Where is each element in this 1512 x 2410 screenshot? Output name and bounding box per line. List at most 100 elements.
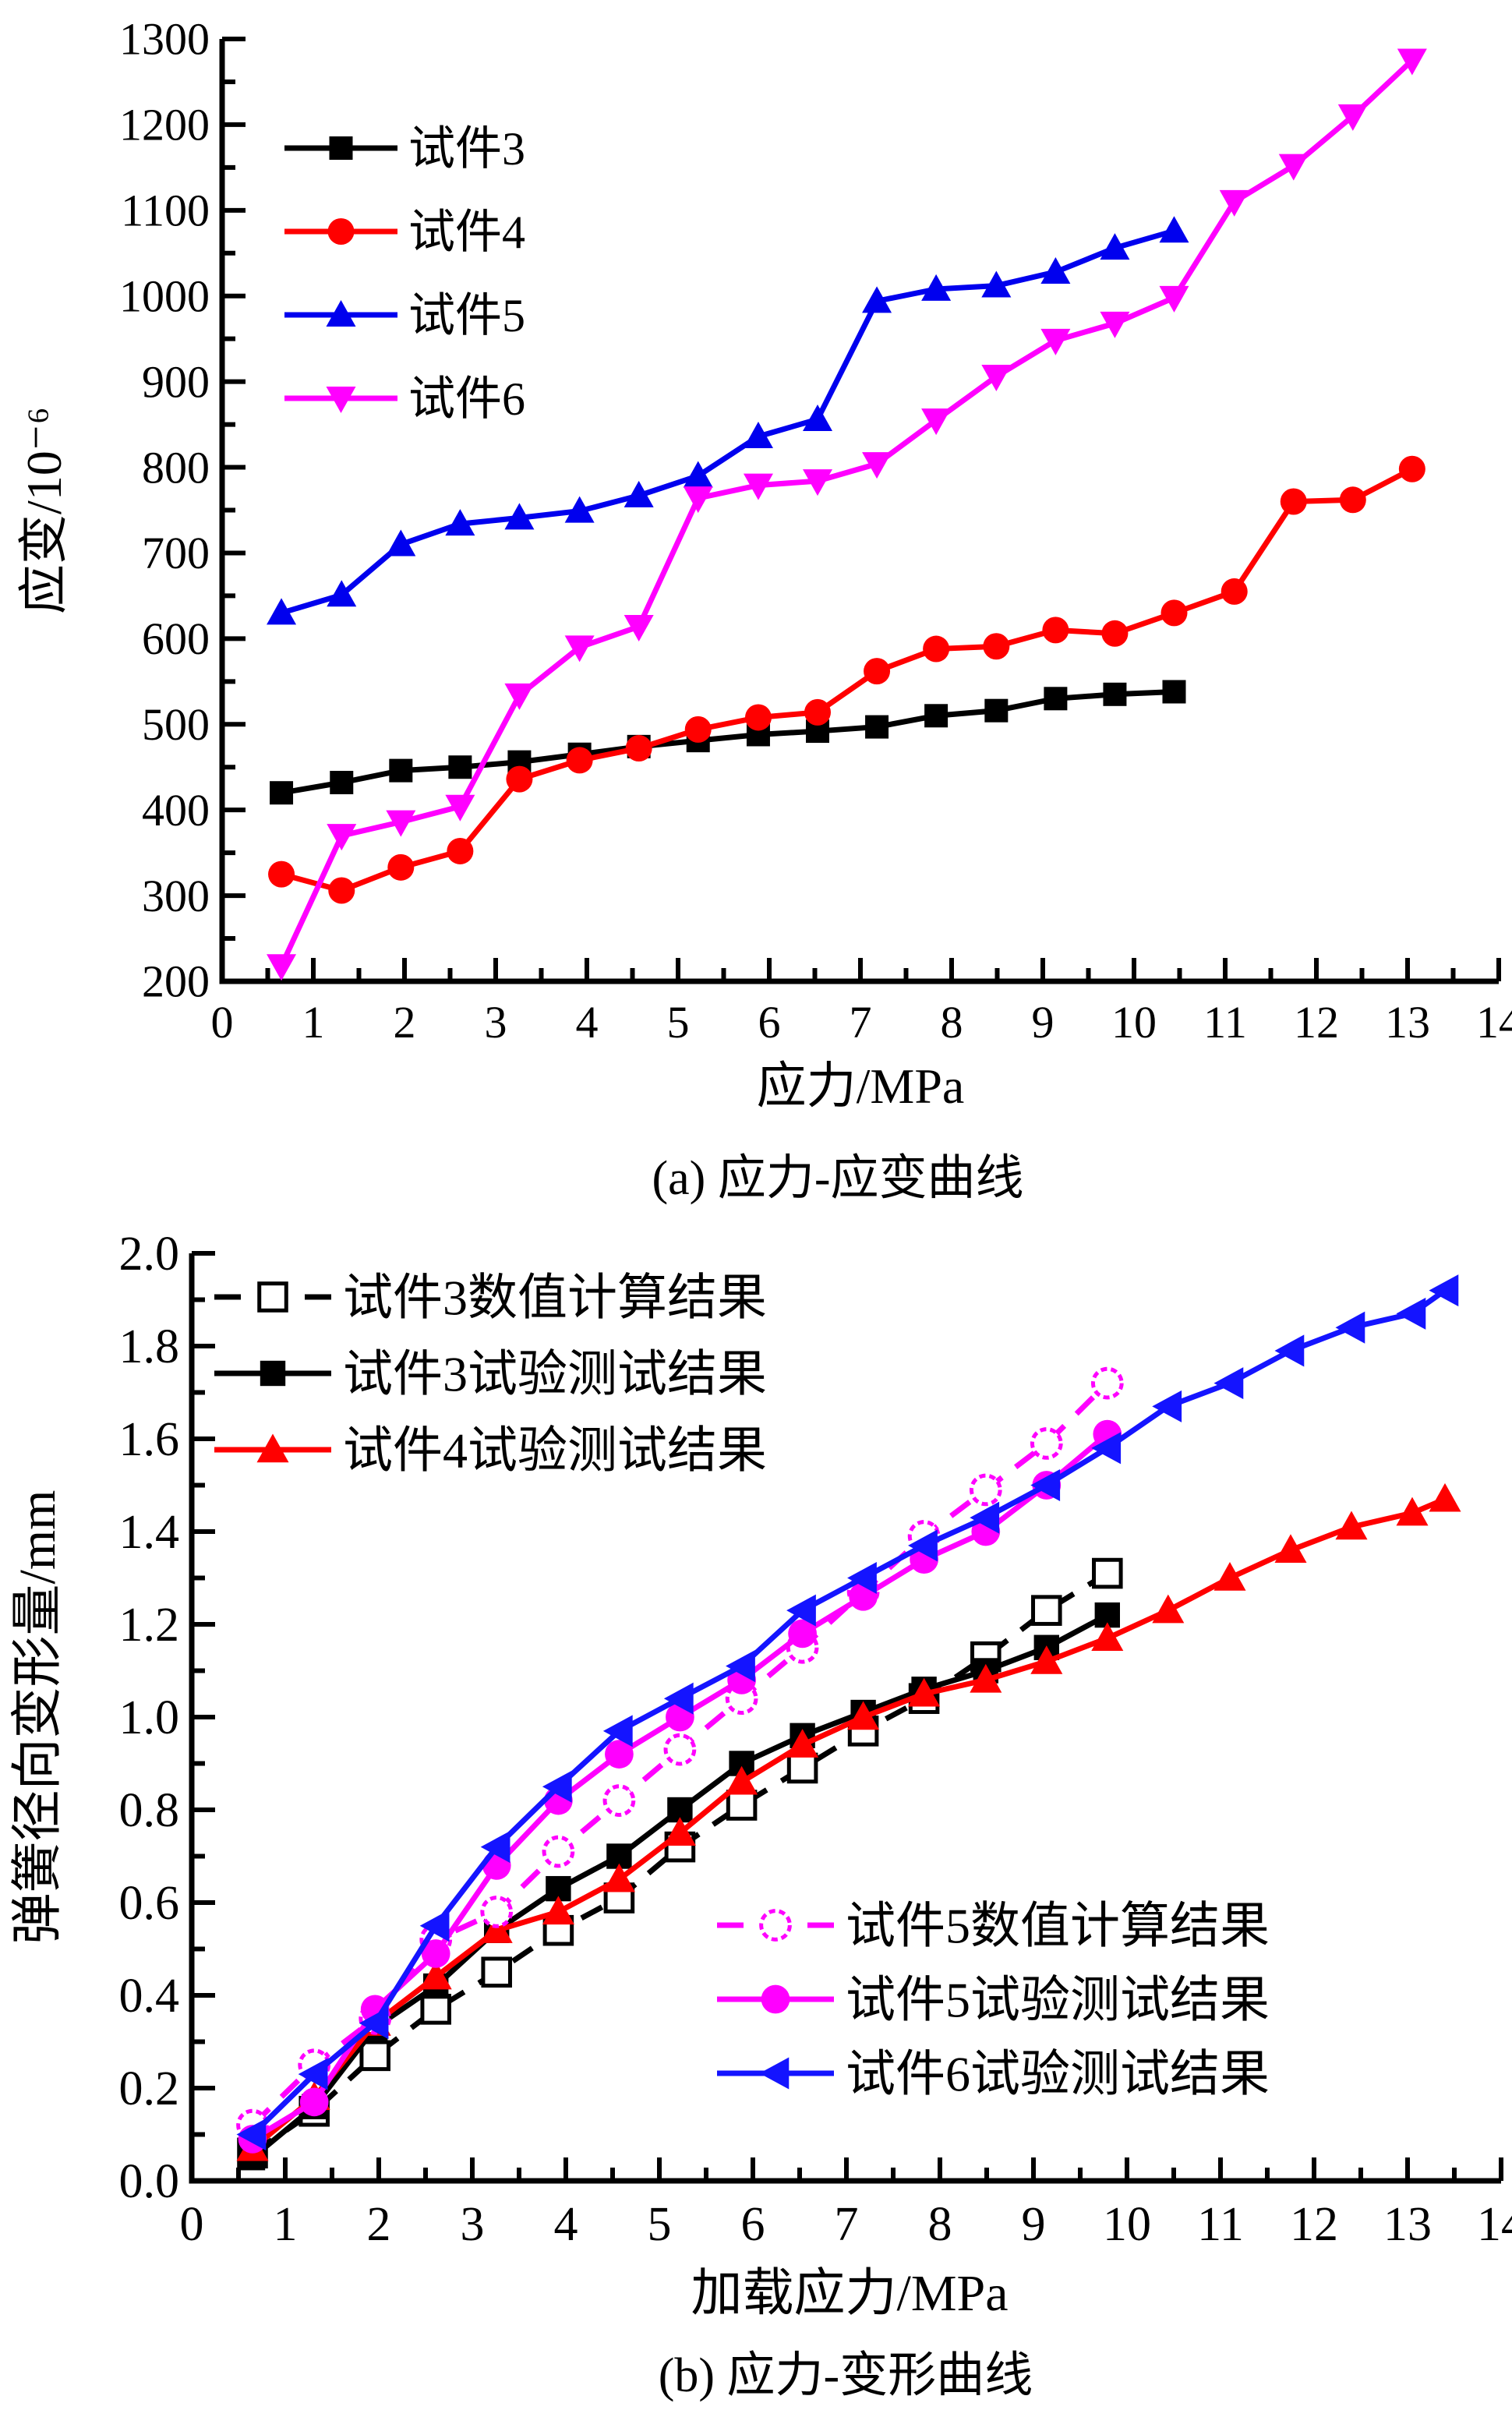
- square-marker: [389, 758, 413, 783]
- x-tick-label: 11: [1197, 2198, 1244, 2251]
- circle-marker: [983, 633, 1010, 660]
- triangle-up-marker: [847, 1701, 880, 1730]
- triangle-up-marker: [564, 496, 595, 523]
- triangle-left-marker: [908, 1529, 938, 1562]
- circle-marker: [447, 837, 474, 864]
- circle-marker: [1221, 578, 1248, 605]
- y-tick-label: 0.0: [119, 2155, 180, 2208]
- circle-marker: [1280, 488, 1307, 515]
- circle-marker: [1101, 620, 1129, 647]
- triangle-down-marker: [743, 473, 773, 500]
- triangle-left-marker: [480, 1831, 510, 1864]
- square-marker: [865, 715, 889, 739]
- x-tick-label: 12: [1290, 2198, 1338, 2251]
- triangle-left-marker: [359, 2007, 389, 2040]
- triangle-down-marker: [267, 954, 297, 981]
- circle-open-marker: [663, 1733, 697, 1766]
- square-open-marker: [257, 1281, 288, 1313]
- triangle-up-marker: [1274, 1534, 1307, 1563]
- x-tick-label: 10: [1103, 2198, 1151, 2251]
- circle-marker: [268, 860, 295, 888]
- x-tick-label: 6: [741, 2198, 765, 2251]
- triangle-left-marker: [847, 1561, 877, 1595]
- y-tick-label: 1200: [119, 100, 210, 150]
- triangle-up-marker: [504, 503, 535, 530]
- x-tick-label: 4: [576, 997, 599, 1048]
- square-marker: [1103, 682, 1127, 706]
- square-marker: [1162, 680, 1186, 704]
- triangle-up-marker: [256, 1433, 289, 1463]
- triangle-left-marker: [759, 2057, 790, 2090]
- square-marker: [330, 771, 354, 795]
- triangle-up-marker: [602, 1863, 635, 1892]
- circle-marker: [421, 1939, 450, 1968]
- x-tick-label: 6: [758, 997, 781, 1048]
- triangle-down-marker: [624, 614, 654, 641]
- square-open-marker: [786, 1752, 818, 1784]
- triangle-left-marker: [786, 1594, 816, 1627]
- y-tick-label: 500: [142, 699, 210, 750]
- y-tick-label: 1.4: [119, 1506, 180, 1559]
- y-tick-label: 300: [142, 871, 210, 921]
- triangle-left-marker: [602, 1715, 633, 1747]
- x-tick-label: 3: [485, 997, 507, 1048]
- y-axis-ticks: 0.0 0.2 0.4 0.6 0.8 1.0 1.2 1.4 1.6 1.8 2.0: [119, 1228, 215, 2208]
- triangle-left-marker: [1396, 1297, 1426, 1330]
- triangle-down-marker: [1337, 104, 1368, 131]
- circle-marker: [327, 218, 355, 245]
- x-tick-label: 5: [648, 2198, 672, 2251]
- x-tick-label: 14: [1476, 997, 1512, 1048]
- x-tick-label: 11: [1203, 997, 1247, 1048]
- triangle-down-marker: [1278, 154, 1309, 181]
- square-open-marker: [1092, 1557, 1123, 1589]
- triangle-up-marker: [1030, 1645, 1063, 1674]
- triangle-up-marker: [981, 270, 1012, 298]
- x-tick-label: 8: [928, 2198, 952, 2251]
- square-open-marker: [481, 1956, 512, 1988]
- x-tick-label: 12: [1294, 997, 1339, 1048]
- square-open-marker: [359, 2040, 390, 2072]
- y-tick-label: 700: [142, 528, 210, 578]
- triangle-up-marker: [803, 404, 833, 431]
- square-marker: [1044, 687, 1068, 711]
- legend-label-试件5数值计算结果: 试件5数值计算结果: [846, 1898, 1270, 1953]
- triangle-up-marker: [921, 274, 952, 301]
- triangle-down-marker: [1397, 48, 1427, 76]
- series-line-试件3: [281, 689, 1175, 796]
- circle-marker: [1160, 599, 1188, 627]
- chart-a-ylabel: 应变/10⁻⁶: [16, 407, 72, 614]
- legend-label-试件5试验测试结果: 试件5试验测试结果: [846, 1972, 1270, 2027]
- x-tick-label: 13: [1383, 2198, 1432, 2251]
- triangle-left-marker: [1429, 1274, 1459, 1307]
- series-试件6: [267, 48, 1427, 981]
- y-tick-label: 2.0: [119, 1228, 180, 1281]
- triangle-left-marker: [1213, 1367, 1244, 1400]
- y-tick-label: 200: [142, 956, 210, 1007]
- circle-marker: [761, 1984, 790, 2014]
- series-试件6试验测试结果: [236, 1274, 1459, 2151]
- y-tick-label: 1000: [119, 270, 210, 321]
- series-line-试件5: [281, 228, 1175, 616]
- circle-open-marker: [1090, 1366, 1124, 1400]
- circle-marker: [506, 765, 533, 793]
- y-tick-label: 900: [142, 356, 210, 407]
- square-marker: [329, 136, 353, 160]
- triangle-up-marker: [386, 529, 416, 557]
- x-tick-label: 2: [367, 2198, 391, 2251]
- square-open-marker: [420, 1994, 451, 2025]
- triangle-down-marker: [504, 683, 535, 710]
- triangle-left-marker: [542, 1770, 572, 1803]
- series-试件3: [270, 680, 1186, 805]
- triangle-up-marker: [445, 509, 475, 536]
- x-tick-label: 0: [211, 997, 234, 1048]
- square-open-marker: [1031, 1595, 1062, 1626]
- circle-marker: [864, 658, 891, 685]
- circle-marker: [566, 747, 593, 774]
- circle-marker: [1042, 617, 1069, 644]
- series-试件4: [268, 455, 1425, 904]
- triangle-up-marker: [624, 480, 654, 507]
